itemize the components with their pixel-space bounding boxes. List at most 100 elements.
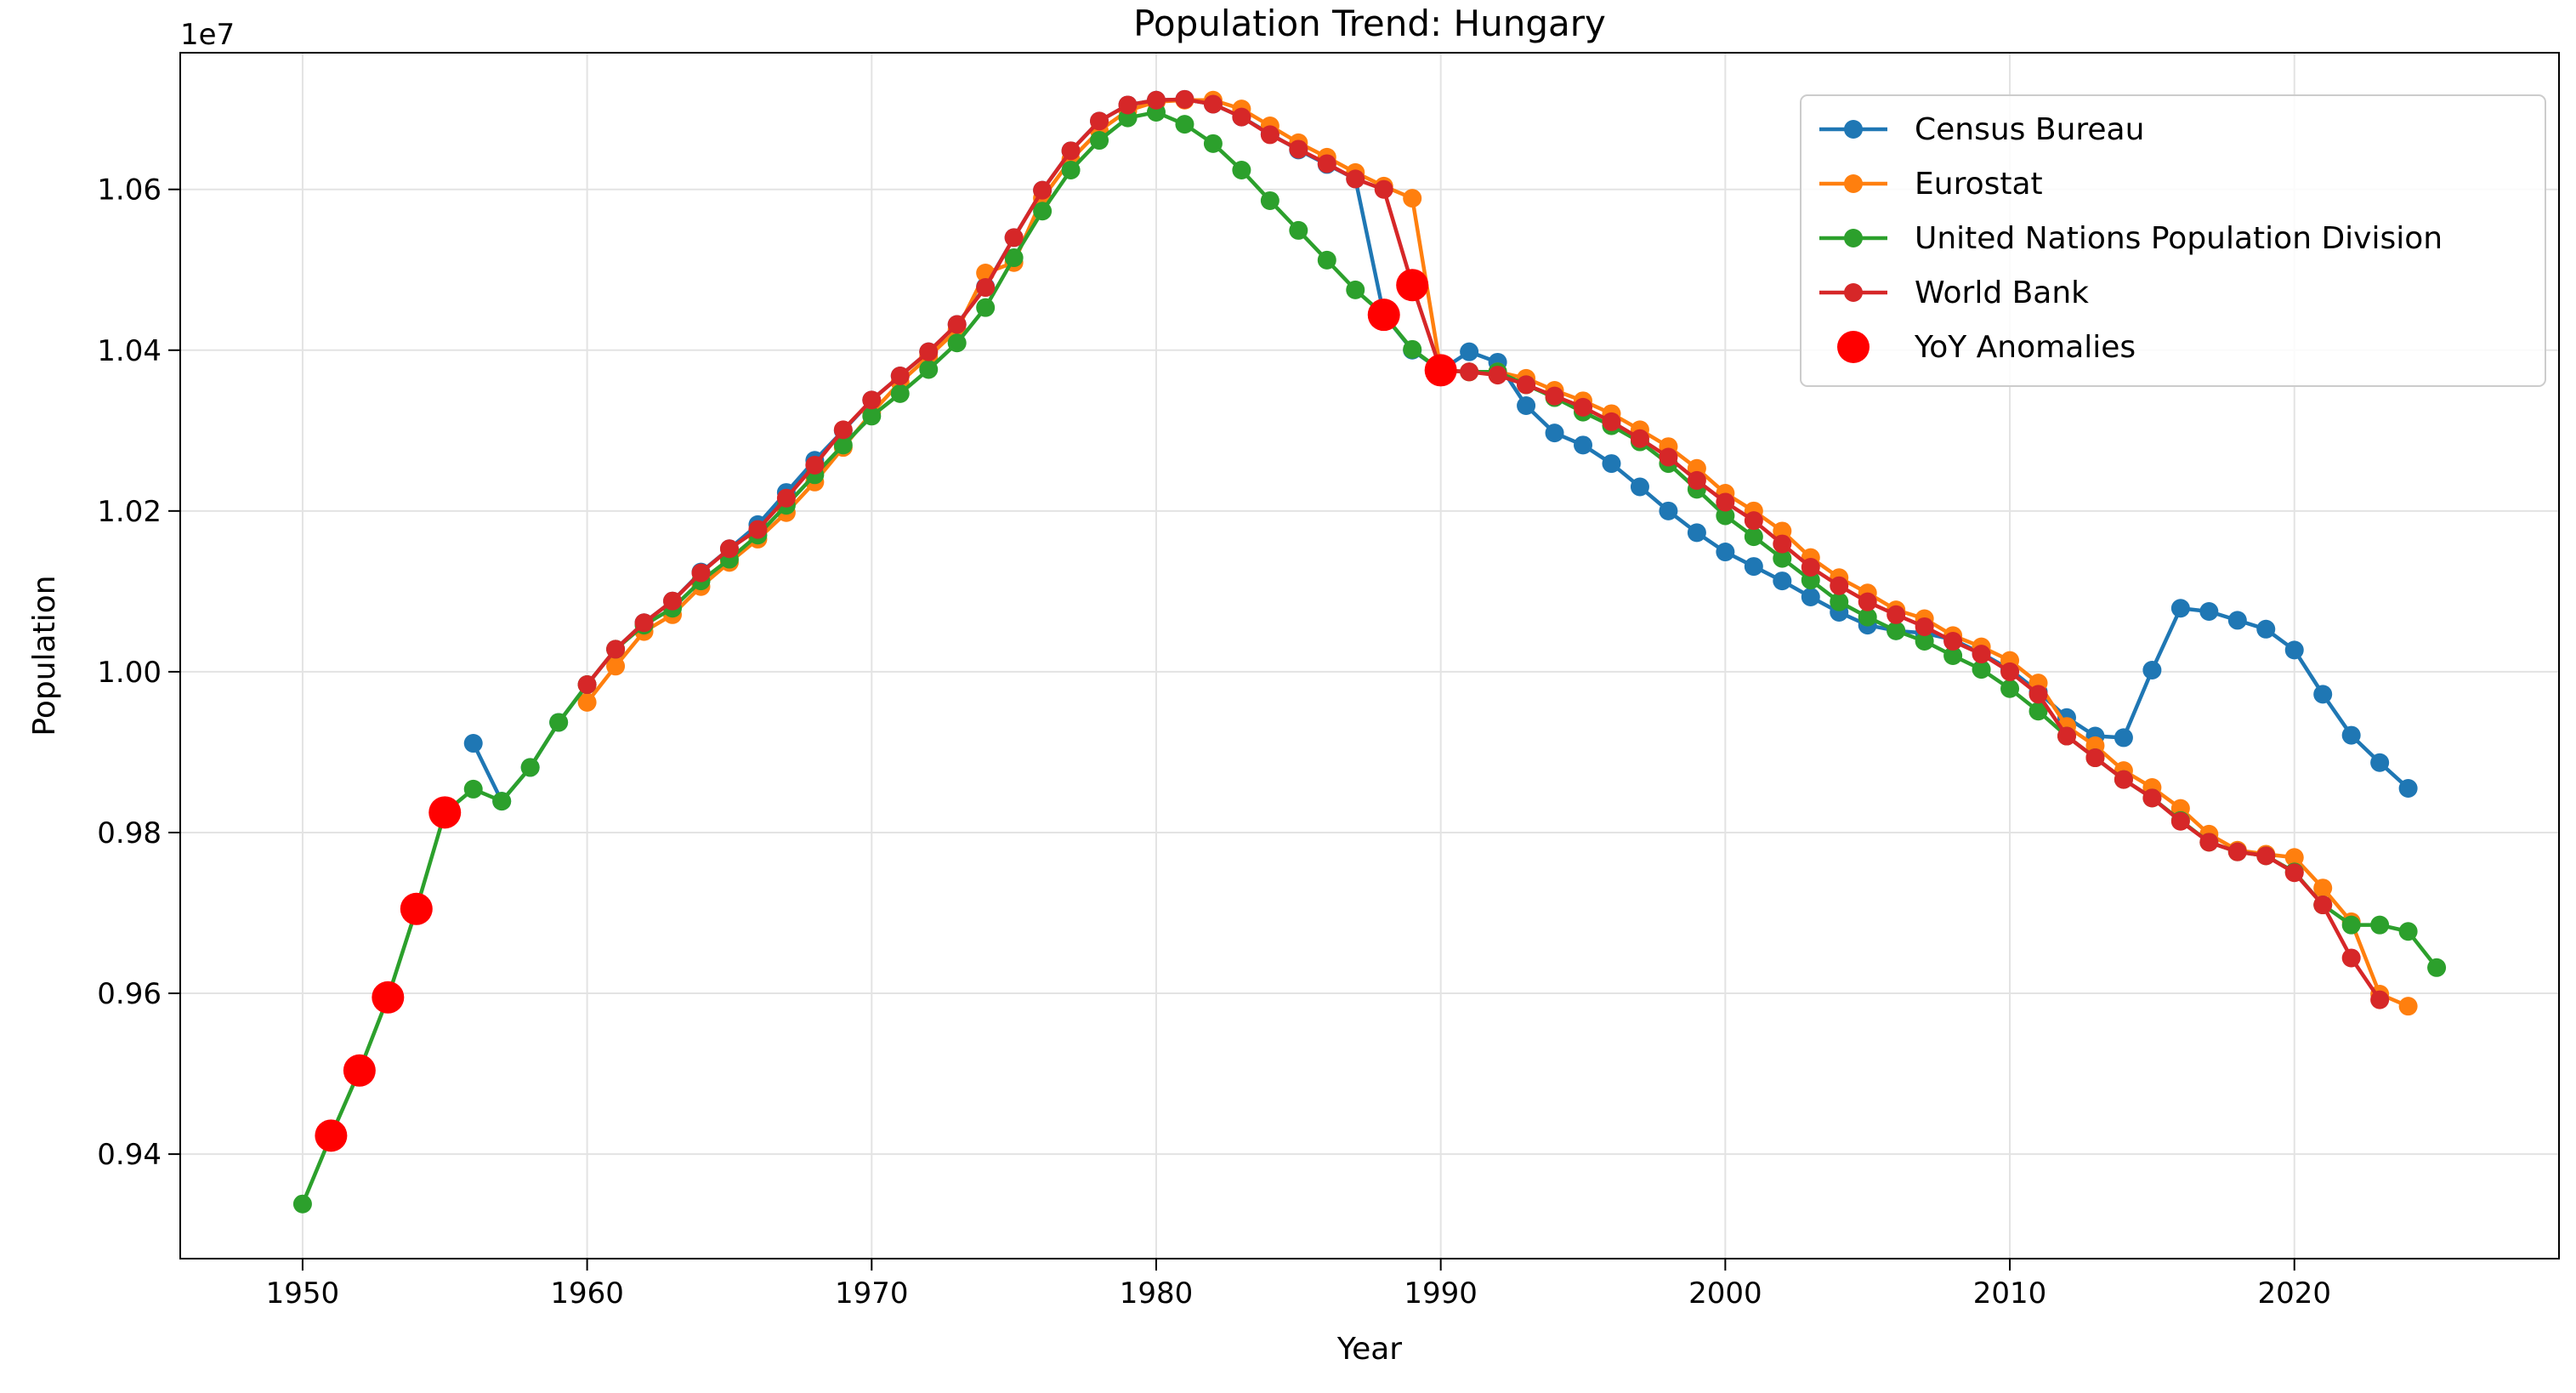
data-point xyxy=(2341,948,2361,968)
data-point xyxy=(2028,685,2048,704)
data-point xyxy=(292,1194,312,1214)
data-point xyxy=(1517,375,1536,395)
data-point xyxy=(1773,521,1792,541)
data-point xyxy=(1602,454,1621,474)
data-point xyxy=(1659,447,1678,467)
legend-entry: World Bank xyxy=(1819,276,2089,310)
data-point xyxy=(1972,645,1991,664)
data-point xyxy=(2170,599,2190,618)
x-tick-label: 2020 xyxy=(2257,1276,2331,1311)
data-point xyxy=(1033,202,1053,221)
legend-anomaly-swatch xyxy=(1837,331,1870,363)
data-point xyxy=(1915,631,1934,651)
data-point xyxy=(1090,111,1109,131)
data-point xyxy=(1061,161,1081,180)
data-point xyxy=(1630,429,1649,448)
legend: Census Bureau Eurostat United Nations Popu… xyxy=(1800,94,2546,387)
data-point xyxy=(1687,523,1706,543)
data-point xyxy=(1943,646,1963,665)
data-point xyxy=(634,613,654,633)
data-point xyxy=(1630,477,1649,497)
data-point xyxy=(1033,180,1053,200)
data-point xyxy=(2284,848,2304,867)
data-point xyxy=(691,563,711,583)
data-point xyxy=(1830,592,1849,611)
data-point xyxy=(2170,811,2190,831)
data-point xyxy=(1744,527,1763,547)
x-tick-label: 1970 xyxy=(835,1276,909,1311)
x-axis-label: Year xyxy=(1336,1332,1402,1367)
legend-entry: United Nations Population Division xyxy=(1819,221,2443,256)
data-point xyxy=(2142,788,2162,808)
data-point xyxy=(2199,833,2219,852)
data-point xyxy=(463,734,483,753)
data-point xyxy=(1801,558,1820,577)
data-point xyxy=(1943,631,1963,651)
data-point xyxy=(890,384,910,403)
x-tick-label: 1960 xyxy=(550,1276,624,1311)
data-point xyxy=(2142,661,2162,680)
data-point xyxy=(1317,154,1336,173)
data-point xyxy=(1744,557,1763,577)
data-point xyxy=(606,640,626,659)
legend-entry: YoY Anomalies xyxy=(1837,330,2136,365)
y-tick-label: 0.98 xyxy=(97,816,162,850)
data-point xyxy=(1289,139,1308,159)
data-point xyxy=(1460,362,1479,382)
y-tick-label: 1.00 xyxy=(97,656,162,690)
data-point xyxy=(1773,571,1792,591)
data-point xyxy=(776,488,796,508)
legend-entry: Eurostat xyxy=(1819,167,2043,202)
chart-title: Population Trend: Hungary xyxy=(1133,3,1606,44)
data-point xyxy=(976,278,996,298)
data-point xyxy=(1203,94,1223,114)
y-tick-label: 1.02 xyxy=(97,495,162,529)
legend-label: YoY Anomalies xyxy=(1914,330,2136,365)
legend-marker-swatch xyxy=(1844,229,1863,247)
data-point xyxy=(2256,619,2276,639)
data-point xyxy=(1602,412,1621,431)
data-point xyxy=(976,298,996,317)
anomaly-point xyxy=(1367,298,1400,332)
data-point xyxy=(1203,134,1223,153)
data-point xyxy=(1118,108,1138,128)
ticks-layer: 1950 1960 1970 1980 1990 2000 2010 2020 0.94 0.96… xyxy=(97,173,2331,1311)
data-point xyxy=(748,520,768,539)
anomaly-point xyxy=(343,1054,376,1087)
data-point xyxy=(1659,501,1678,520)
data-point xyxy=(1716,506,1735,526)
y-tick-label: 1.06 xyxy=(97,173,162,208)
legend-label: Eurostat xyxy=(1915,167,2043,202)
data-point xyxy=(2341,725,2361,745)
data-point xyxy=(2000,662,2020,681)
data-point xyxy=(1830,576,1849,595)
data-point xyxy=(1915,617,1934,636)
data-point xyxy=(1004,248,1024,268)
anomaly-point xyxy=(1424,354,1457,387)
data-point xyxy=(2199,602,2219,622)
data-point xyxy=(919,342,939,361)
y-tick-label: 1.04 xyxy=(97,334,162,368)
anomaly-layer xyxy=(315,269,1457,1152)
data-point xyxy=(1887,605,1906,624)
data-point xyxy=(577,675,597,695)
data-point xyxy=(862,407,882,426)
data-point xyxy=(2114,728,2133,748)
data-point xyxy=(1773,534,1792,554)
data-point xyxy=(2313,685,2333,704)
data-point xyxy=(2398,778,2418,798)
data-point xyxy=(2284,863,2304,883)
legend-label: World Bank xyxy=(1915,276,2089,310)
data-point xyxy=(1175,115,1194,134)
legend-box xyxy=(1800,94,2546,387)
data-point xyxy=(2085,748,2105,768)
data-point xyxy=(890,367,910,386)
plot-frame xyxy=(179,52,2560,1259)
data-point xyxy=(1545,386,1564,406)
data-point xyxy=(1118,95,1138,115)
anomaly-point xyxy=(428,796,462,829)
data-point xyxy=(1488,366,1507,385)
x-tick-label: 2000 xyxy=(1688,1276,1762,1311)
y-axis-offset-label: 1e7 xyxy=(180,18,235,52)
data-point xyxy=(549,713,569,732)
